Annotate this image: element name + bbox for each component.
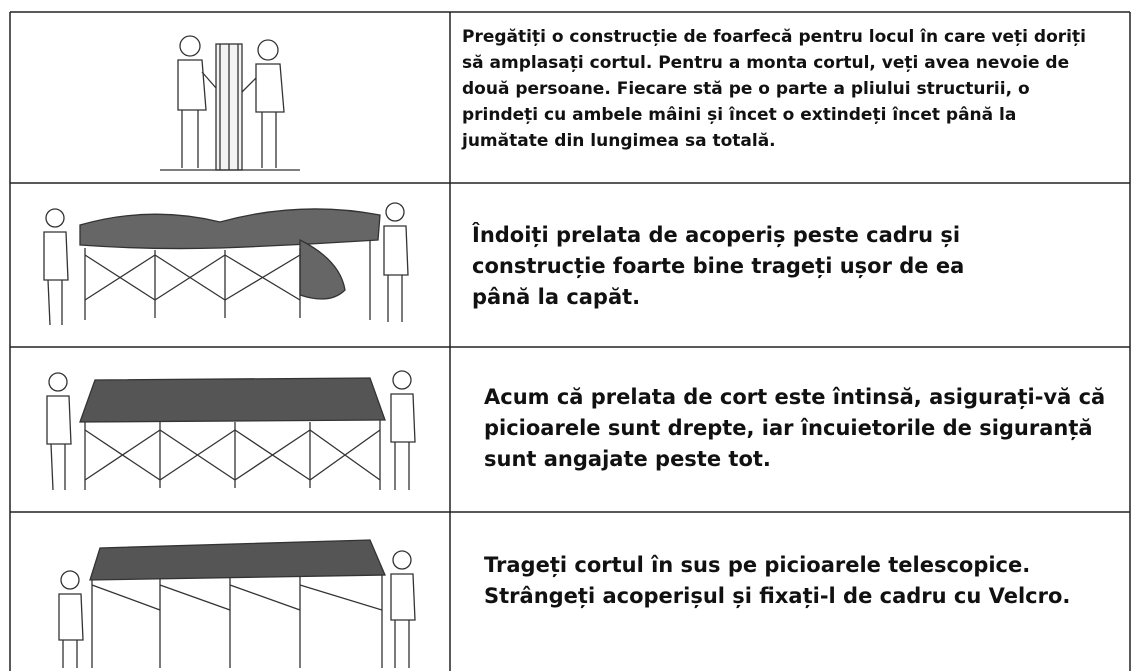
step-text: Îndoiți prelata de acoperiș peste cadru … xyxy=(472,223,965,309)
step-text: Acum că prelata de cort este întinsă, as… xyxy=(484,385,1106,471)
step-text: Pregătiți o construcție de foarfecă pent… xyxy=(462,27,1086,151)
step-text: Trageți cortul în sus pe picioarele tele… xyxy=(484,553,1071,608)
